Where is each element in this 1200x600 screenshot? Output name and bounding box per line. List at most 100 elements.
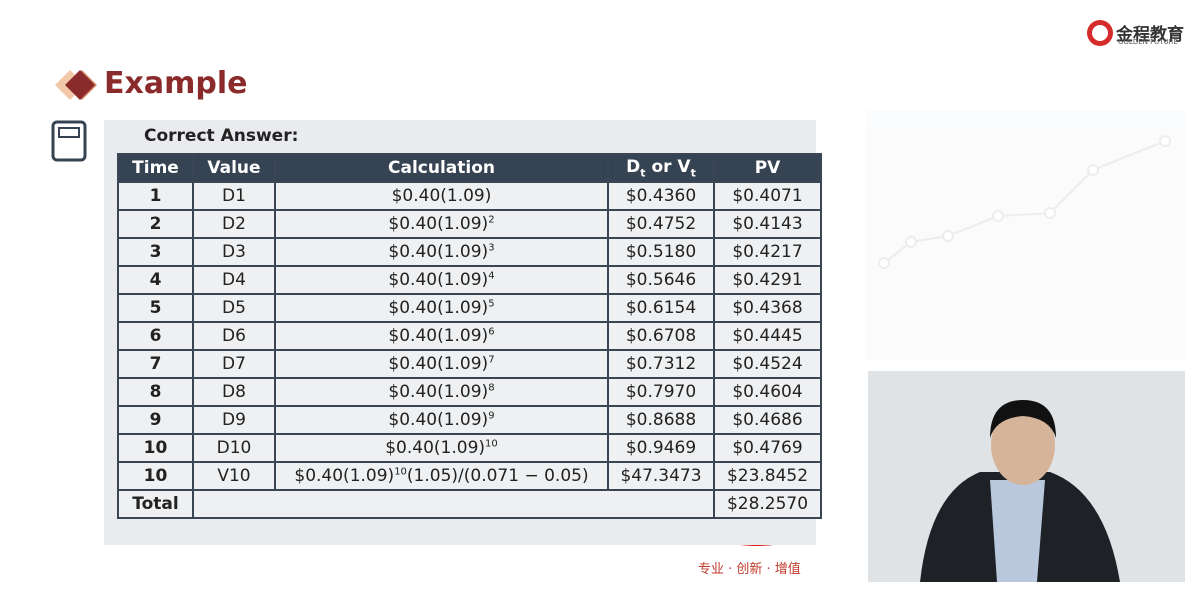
calc-tail: (1.05)/(0.071 − 0.05): [406, 466, 589, 486]
header-part: D: [626, 156, 641, 177]
table-cell: $0.4360: [607, 181, 715, 211]
table-cell: $0.5180: [607, 237, 715, 267]
header-part: t: [690, 166, 696, 180]
empty-cell: [192, 489, 715, 519]
table-row: 3 D3 $0.40(1.09)3 $0.5180 $0.4217: [117, 237, 822, 267]
calculation-cell: $0.40(1.09)5: [274, 293, 609, 323]
calc-base: $0.40(1.09): [388, 326, 489, 346]
table-cell: D1: [192, 181, 276, 211]
table-cell: D5: [192, 293, 276, 323]
header-part: or V: [645, 156, 691, 177]
header-row: Time Value Calculation Dt or Vt PV: [117, 153, 822, 183]
table-cell: $0.5646: [607, 265, 715, 295]
table-cell: D4: [192, 265, 276, 295]
table-row: 6 D6 $0.40(1.09)6 $0.6708 $0.4445: [117, 321, 822, 351]
calc-exponent: 8: [488, 382, 495, 394]
table-row: 7 D7 $0.40(1.09)7 $0.7312 $0.4524: [117, 349, 822, 379]
table-cell: $0.4445: [713, 321, 822, 351]
table-cell: D7: [192, 349, 276, 379]
table-body: 1 D1 $0.40(1.09) $0.4360 $0.4071 2 D2 $0.40(1.0…: [117, 181, 822, 519]
column-header: PV: [713, 153, 822, 183]
calc-exponent: 7: [488, 354, 495, 366]
logo-text: 金程教育: [1116, 25, 1184, 45]
table-cell: $0.4686: [713, 405, 822, 435]
table-row: 8 D8 $0.40(1.09)8 $0.7970 $0.4604: [117, 377, 822, 407]
answer-table: Time Value Calculation Dt or Vt PV 1 D1 $0.40(1…: [117, 153, 822, 519]
calculation-cell: $0.40(1.09)4: [274, 265, 609, 295]
table-cell: $0.4769: [713, 433, 822, 463]
table-cell: $0.4143: [713, 209, 822, 239]
calc-base: $0.40(1.09): [388, 298, 489, 318]
calc-base: $0.40(1.09): [385, 438, 486, 458]
table-row: 2 D2 $0.40(1.09)2 $0.4752 $0.4143: [117, 209, 822, 239]
table-cell: $23.8452: [713, 461, 822, 491]
calc-exponent: 6: [488, 326, 495, 338]
table-cell: $0.7970: [607, 377, 715, 407]
calc-base: $0.40(1.09): [388, 382, 489, 402]
calc-base: $0.40(1.09): [388, 270, 489, 290]
calc-base: $0.40(1.09): [294, 466, 395, 486]
calculation-cell: $0.40(1.09)2: [274, 209, 609, 239]
table-cell: $0.4604: [713, 377, 822, 407]
calculation-cell: $0.40(1.09)7: [274, 349, 609, 379]
total-label: Total: [117, 489, 194, 519]
time-cell: 10: [117, 433, 194, 463]
calc-base: $0.40(1.09): [388, 410, 489, 430]
table-cell: $0.4368: [713, 293, 822, 323]
time-cell: 8: [117, 377, 194, 407]
table-cell: D2: [192, 209, 276, 239]
slogan: 专业 · 创新 · 增值: [698, 562, 801, 577]
table-cell: D9: [192, 405, 276, 435]
calc-exponent: 4: [488, 270, 495, 282]
table-cell: D8: [192, 377, 276, 407]
calc-exponent: 3: [488, 242, 495, 254]
table-row: 1 D1 $0.40(1.09) $0.4360 $0.4071: [117, 181, 822, 211]
table-row: 10 D10 $0.40(1.09)10 $0.9469 $0.4769: [117, 433, 822, 463]
table-row: 5 D5 $0.40(1.09)5 $0.6154 $0.4368: [117, 293, 822, 323]
time-cell: 9: [117, 405, 194, 435]
table-caption: Correct Answer:: [144, 126, 299, 146]
calculation-cell: $0.40(1.09)10: [274, 433, 609, 463]
table-cell: $0.9469: [607, 433, 715, 463]
calc-base: $0.40(1.09): [388, 242, 489, 262]
time-cell: 4: [117, 265, 194, 295]
logo-subtext: GOLDEN FUTURE: [1118, 38, 1178, 46]
table-cell: $0.6154: [607, 293, 715, 323]
table-cell: $0.7312: [607, 349, 715, 379]
calc-base: $0.40(1.09): [388, 354, 489, 374]
column-header: Value: [192, 153, 276, 183]
time-cell: 1: [117, 181, 194, 211]
table-cell: V10: [192, 461, 276, 491]
table-cell: $0.6708: [607, 321, 715, 351]
table-cell: $0.4752: [607, 209, 715, 239]
column-header: Dt or Vt: [607, 153, 715, 183]
header-part: t: [640, 166, 646, 180]
calculation-cell: $0.40(1.09)6: [274, 321, 609, 351]
calc-exponent: 5: [488, 298, 495, 310]
column-header: Time: [117, 153, 194, 183]
column-header: Calculation: [274, 153, 609, 183]
time-cell: 7: [117, 349, 194, 379]
time-cell: 3: [117, 237, 194, 267]
table-cell: D3: [192, 237, 276, 267]
table-cell: D10: [192, 433, 276, 463]
calculation-cell: $0.40(1.09): [274, 181, 609, 211]
calc-exponent: 2: [488, 214, 495, 226]
calc-exponent: 10: [394, 466, 407, 478]
time-cell: 10: [117, 461, 194, 491]
table-row: 4 D4 $0.40(1.09)4 $0.5646 $0.4291: [117, 265, 822, 295]
table-cell: $0.4291: [713, 265, 822, 295]
calculation-cell: $0.40(1.09)8: [274, 377, 609, 407]
calc-exponent: 9: [488, 410, 495, 422]
calc-base: $0.40(1.09): [388, 214, 489, 234]
table-cell: D6: [192, 321, 276, 351]
calc-exponent: 10: [485, 438, 498, 450]
calculation-cell: $0.40(1.09)10(1.05)/(0.071 − 0.05): [274, 461, 609, 491]
time-cell: 6: [117, 321, 194, 351]
table-cell: $0.4524: [713, 349, 822, 379]
total-value: $28.2570: [713, 489, 822, 519]
calculation-cell: $0.40(1.09)3: [274, 237, 609, 267]
slide-title: Example: [104, 66, 248, 101]
